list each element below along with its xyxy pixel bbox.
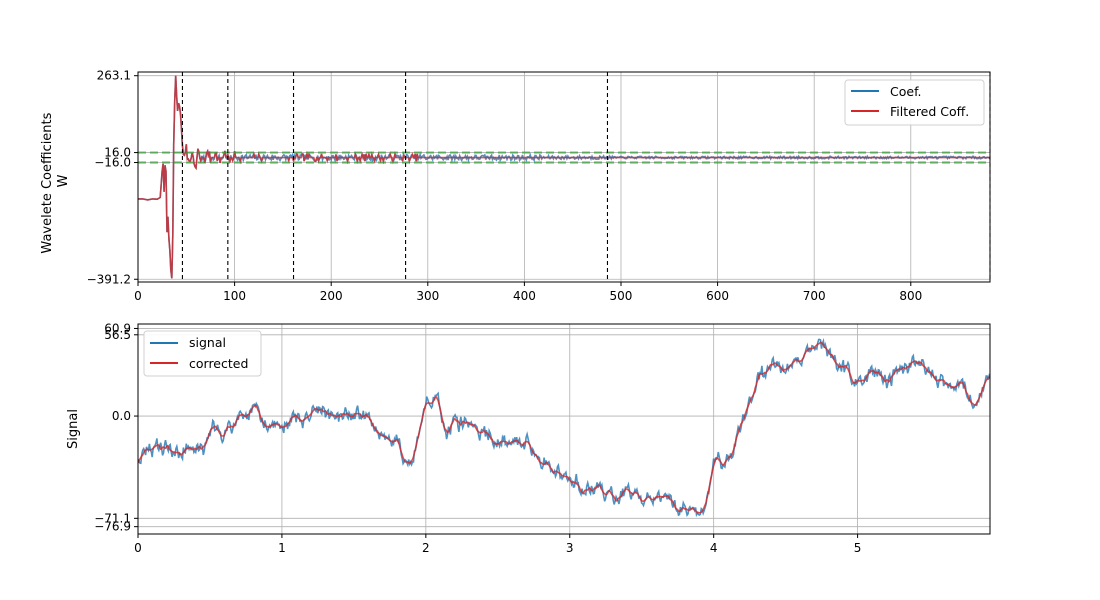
legend-label-filtered: Filtered Coff.	[890, 104, 969, 119]
wavelet-coefficients-plot: 0 100 200 300 400 500 600 700 800 263.1 16.0−16.0…	[40, 69, 991, 303]
legend-label-signal: signal	[189, 335, 226, 350]
legend: Coef. Filtered Coff.	[844, 79, 985, 126]
x-tick-label: 200	[320, 289, 343, 303]
x-tick-labels: 0 100 200 300 400 500 600 700 800	[134, 282, 922, 303]
x-tick-label: 600	[706, 289, 729, 303]
x-tick-label: 0	[134, 289, 142, 303]
x-tick-label: 4	[710, 541, 718, 555]
y-tick-label: 56.5	[104, 328, 131, 342]
series-line-corrected	[138, 341, 990, 514]
x-tick-labels: 0 1 2 3 4 5	[134, 534, 861, 555]
signal-plot: 0 1 2 3 4 5 60.956.5 0.0 −71.1−76.9 Signal sign…	[66, 321, 991, 555]
y-tick-label: −391.2	[87, 272, 131, 286]
series-area	[138, 75, 990, 279]
x-tick-label: 2	[422, 541, 430, 555]
x-tick-label: 800	[899, 289, 922, 303]
y-tick-labels: 60.956.5 0.0 −71.1−76.9	[94, 321, 138, 534]
x-tick-label: 100	[223, 289, 246, 303]
legend-label-coef: Coef.	[890, 84, 922, 99]
axes-frame	[137, 71, 991, 283]
y-axis-label: Wavelete Coefficients W	[40, 108, 71, 253]
x-tick-label: 400	[513, 289, 536, 303]
threshold-lines	[138, 151, 990, 164]
legend-label-corrected: corrected	[189, 356, 248, 371]
axes-frame	[137, 323, 991, 535]
y-tick-label: 60.9	[104, 321, 131, 335]
x-tick-label: 300	[416, 289, 439, 303]
y-tick-label: 0.0	[112, 409, 131, 423]
y-tick-label: −76.9	[94, 520, 131, 534]
y-tick-label: −71.1	[94, 511, 131, 525]
y-tick-label: 16.0	[104, 146, 131, 160]
legend-box	[844, 79, 985, 126]
y-tick-label: −16.0	[94, 156, 131, 170]
x-tick-label: 0	[134, 541, 142, 555]
x-tick-label: 3	[566, 541, 574, 555]
series-line-filtered	[138, 75, 990, 279]
x-tick-label: 500	[610, 289, 633, 303]
x-tick-label: 5	[854, 541, 862, 555]
grid	[137, 324, 990, 534]
legend: signal corrected	[143, 330, 262, 377]
series-line-signal	[138, 337, 990, 518]
y-tick-labels: 263.1 16.0−16.0 −391.2	[87, 69, 138, 286]
x-tick-label: 700	[803, 289, 826, 303]
x-tick-label: 1	[278, 541, 286, 555]
y-axis-label: Signal	[66, 409, 81, 449]
series-area	[138, 337, 990, 518]
y-tick-label: 263.1	[97, 69, 131, 83]
